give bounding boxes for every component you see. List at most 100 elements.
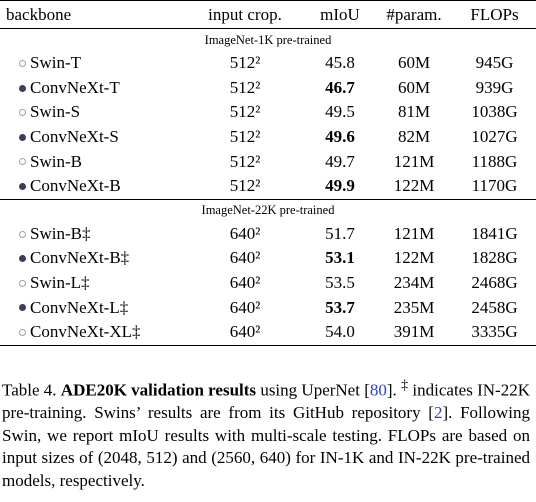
bullet <box>19 279 26 287</box>
section-title: ImageNet-1K pre-trained <box>204 32 332 47</box>
table-cell: 49.5 <box>305 100 375 125</box>
table-cell: ConvNeXt-B <box>0 173 185 200</box>
header-cell: FLOPs <box>453 0 536 29</box>
header-cell: input crop. <box>185 0 305 29</box>
table-row: ConvNeXt-B 512² 49.9 122M 1170G <box>0 173 536 200</box>
table-cell: 53.5 <box>305 271 375 296</box>
table-cell: 1188G <box>453 149 536 174</box>
cell-text: Swin-S <box>30 102 81 122</box>
cell-text: 235M <box>393 297 435 317</box>
table-row: ConvNeXt-XL‡ 640² 54.0 391M 3335G <box>0 319 536 346</box>
table-cell: 51.7 <box>305 222 375 247</box>
table-cell: 82M <box>375 125 453 150</box>
cell-text: 1188G <box>471 151 518 171</box>
cell-text: 49.6 <box>325 127 355 147</box>
header-cell: backbone <box>0 0 185 29</box>
cell-text: 640² <box>229 223 261 243</box>
cell-text: ConvNeXt-B‡ <box>30 248 130 268</box>
table-cell: 53.1 <box>305 246 375 271</box>
table-cell: Swin-L‡ <box>0 271 185 296</box>
cell-text: ConvNeXt-L‡ <box>30 297 129 317</box>
cell-text: 1038G <box>471 102 518 122</box>
cell-text: 1170G <box>471 176 518 196</box>
caption-label: Table 4. <box>2 380 57 400</box>
table-cell: 2468G <box>453 271 536 296</box>
table-cell: ConvNeXt-L‡ <box>0 295 185 320</box>
cell-text: 81M <box>397 102 431 122</box>
cell-text: 512² <box>229 77 261 97</box>
cell-text: 60M <box>397 77 431 97</box>
cell-text: Swin-T <box>30 53 81 73</box>
header-cell: mIoU <box>305 0 375 29</box>
table-cell: 1170G <box>453 173 536 200</box>
bullet <box>19 304 26 312</box>
cell-text: 53.5 <box>325 273 355 293</box>
caption-text: indicates IN-22K pre-training. Swins’ re… <box>2 380 530 423</box>
table-row: ConvNeXt-L‡ 640² 53.7 235M 2458G <box>0 295 536 320</box>
cell-text: 1027G <box>471 127 518 147</box>
table-row: Swin-B‡ 640² 51.7 121M 1841G <box>0 222 536 247</box>
table-cell: 54.0 <box>305 319 375 346</box>
cell-text: 391M <box>393 322 435 342</box>
table-cell: Swin-B‡ <box>0 222 185 247</box>
cell-text: 121M <box>393 223 435 243</box>
cell-text: 640² <box>229 273 261 293</box>
table-cell: 121M <box>375 222 453 247</box>
caption: Table 4. ADE20K validation results using… <box>2 374 530 492</box>
table-cell: 945G <box>453 51 536 76</box>
table-row: ConvNeXt-S 512² 49.6 82M 1027G <box>0 125 536 150</box>
cell-text: 46.7 <box>325 77 355 97</box>
table-cell: 512² <box>185 51 305 76</box>
table-row: Swin-L‡ 640² 53.5 234M 2468G <box>0 271 536 296</box>
header-cell: #param. <box>375 0 453 29</box>
header-row: backbone input crop. mIoU #param. FLOPs <box>0 0 536 29</box>
cell-text: 939G <box>475 77 514 97</box>
table-cell: 60M <box>375 76 453 101</box>
cell-text: 51.7 <box>325 223 355 243</box>
table-cell: 1841G <box>453 222 536 247</box>
bullet <box>19 230 26 238</box>
cell-text: Swin-B <box>30 151 82 171</box>
table-cell: 45.8 <box>305 51 375 76</box>
cell-text: 512² <box>229 176 261 196</box>
bullet <box>19 182 26 190</box>
table-cell: 939G <box>453 76 536 101</box>
bullet <box>19 109 26 117</box>
cell-text: 512² <box>229 102 261 122</box>
table-cell: 3335G <box>453 319 536 346</box>
results-table: backbone input crop. mIoU #param. FLOPs Image… <box>0 0 536 346</box>
section-title: ImageNet-22K pre-trained <box>0 198 536 222</box>
table-cell: 81M <box>375 100 453 125</box>
bullet <box>19 328 26 336</box>
table-cell: 1027G <box>453 125 536 150</box>
cell-text: 512² <box>229 127 261 147</box>
table-row: Swin-S 512² 49.5 81M 1038G <box>0 100 536 125</box>
citation[interactable]: 2 <box>433 403 443 423</box>
table-row: ConvNeXt-B‡ 640² 53.1 122M 1828G <box>0 246 536 271</box>
cell-text: 82M <box>397 127 431 147</box>
bullet <box>19 158 26 166</box>
cell-text: Swin-B‡ <box>30 223 91 243</box>
table-cell: 60M <box>375 51 453 76</box>
table-cell: ConvNeXt-XL‡ <box>0 319 185 346</box>
cell-text: 122M <box>393 176 435 196</box>
citation[interactable]: 80 <box>369 380 387 400</box>
table-cell: 53.7 <box>305 295 375 320</box>
table-cell: 512² <box>185 76 305 101</box>
section-row: ImageNet-22K pre-trained <box>0 198 536 222</box>
cell-text: 1828G <box>471 248 518 268</box>
table-cell: 46.7 <box>305 76 375 101</box>
caption-text: ]. Following Swin, we report mIoU result… <box>2 403 530 490</box>
cell-text: 2468G <box>471 273 518 293</box>
table-cell: 1828G <box>453 246 536 271</box>
table-cell: 235M <box>375 295 453 320</box>
cell-text: Swin-L‡ <box>30 273 90 293</box>
bullet <box>19 84 26 92</box>
table-cell: 49.6 <box>305 125 375 150</box>
cell-text: 53.7 <box>325 297 355 317</box>
table-cell: 512² <box>185 173 305 200</box>
table-cell: Swin-B <box>0 149 185 174</box>
table-cell: 121M <box>375 149 453 174</box>
cell-text: 512² <box>229 151 261 171</box>
